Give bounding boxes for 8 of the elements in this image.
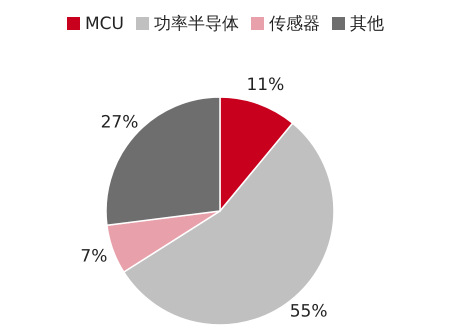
legend-label: 其他 <box>350 13 384 35</box>
legend-label: 功率半导体 <box>154 13 239 35</box>
legend-label: 传感器 <box>268 13 320 35</box>
legend-label: MCU <box>85 14 124 34</box>
data-label: 55% <box>290 302 328 322</box>
data-label: 27% <box>100 112 138 132</box>
data-label: 11% <box>246 74 284 95</box>
data-label: 7% <box>80 246 108 266</box>
